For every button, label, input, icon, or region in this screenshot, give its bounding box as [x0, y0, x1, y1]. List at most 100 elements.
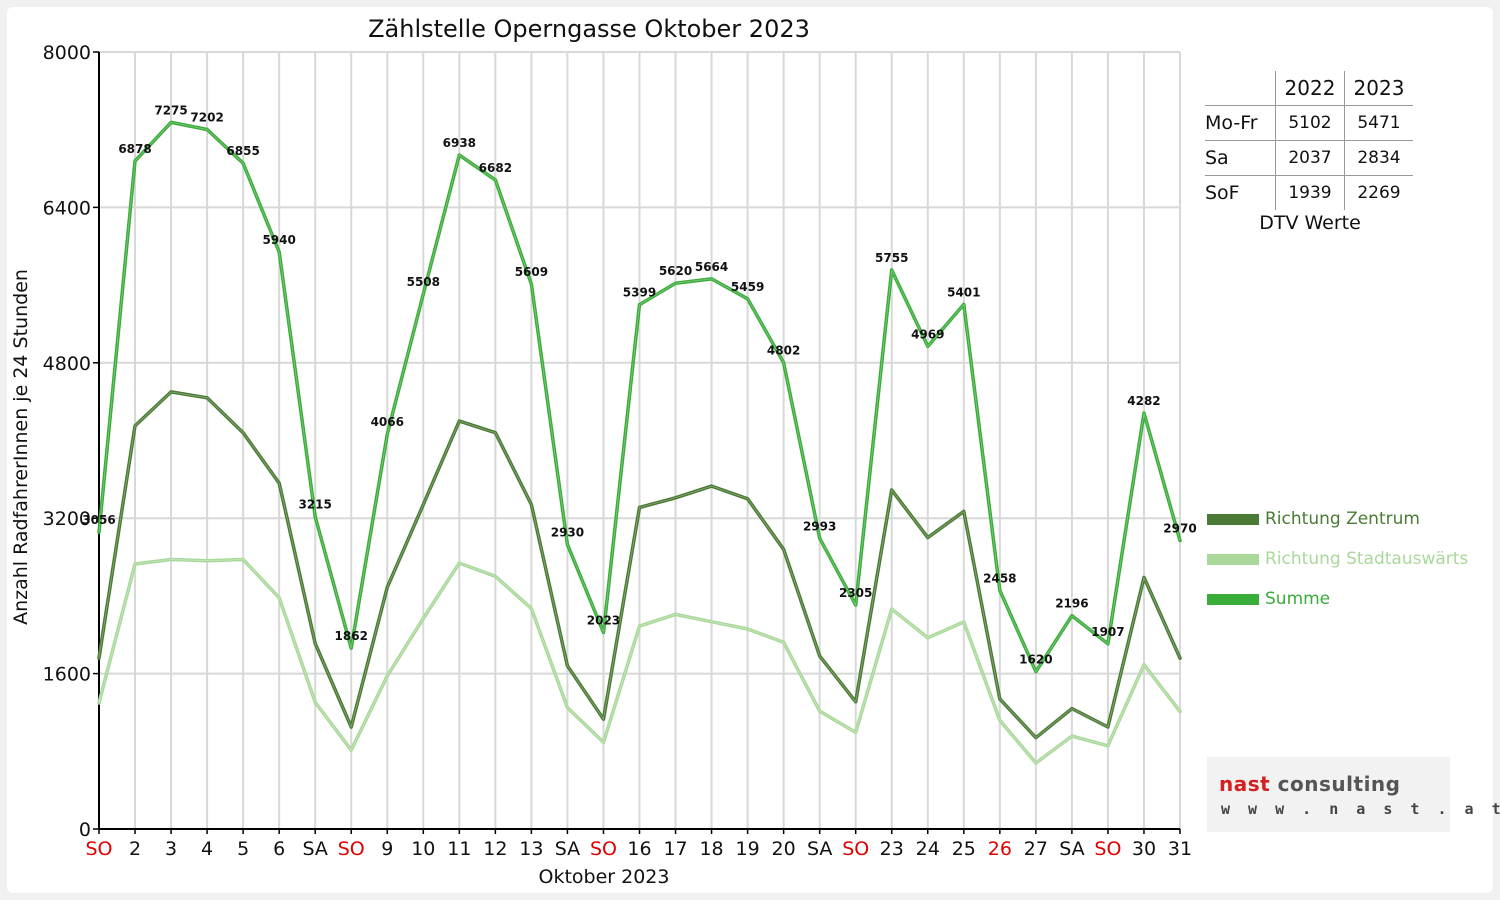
x-tick-label: 19 [736, 838, 760, 860]
x-tick-label: SA [555, 838, 580, 860]
legend-item-zentrum: Richtung Zentrum [1207, 499, 1468, 539]
chart-frame: 0 1600 3200 4800 6400 8000 SO 2 3 4 5 6 SA SO 9 10 11 12 1… [7, 7, 1500, 893]
x-tick-label: 31 [1168, 838, 1192, 860]
legend-swatch-summe [1207, 593, 1259, 605]
x-tick-label: SA [807, 838, 832, 860]
dtv-table: 2022 2023 Mo-Fr 5102 5471 Sa 2037 2834 S… [1205, 71, 1419, 234]
series-line-highlight-summe [98, 122, 1181, 673]
x-tick-label: SO [1094, 838, 1121, 860]
x-tick-label: SA [302, 838, 327, 860]
y-tick-label: 6400 [43, 197, 91, 219]
y-tick-label: 0 [79, 819, 91, 841]
logo-url: w w w . n a s t . a t [1221, 800, 1500, 818]
data-label-summe: 1907 [1091, 625, 1124, 639]
chart-legend: Richtung Zentrum Richtung Stadtauswärts … [1207, 499, 1468, 619]
data-label-summe: 5620 [659, 264, 692, 278]
x-tick-label: 23 [880, 838, 904, 860]
data-label-summe: 2993 [803, 519, 836, 533]
logo-word-consulting: consulting [1277, 772, 1401, 796]
data-label-summe: 6855 [226, 144, 259, 158]
data-label-summe: 7202 [190, 111, 223, 125]
x-tick-label: 4 [201, 838, 213, 860]
data-label-summe: 5755 [875, 251, 908, 265]
x-tick-label: 5 [237, 838, 249, 860]
dtv-row-label-sa: Sa [1205, 140, 1276, 176]
y-tick-label: 3200 [43, 508, 91, 530]
data-label-summe: 4066 [371, 415, 404, 429]
y-tick-label: 4800 [43, 353, 91, 375]
x-tick-label: 26 [988, 838, 1012, 860]
data-label-summe: 5508 [407, 275, 440, 289]
data-label-summe: 1862 [335, 629, 368, 643]
data-label-summe: 5401 [947, 285, 980, 299]
dtv-year-2023: 2023 [1344, 71, 1413, 106]
data-label-summe: 6878 [118, 142, 151, 156]
data-label-summe: 5609 [515, 265, 548, 279]
dtv-caption: DTV Werte [1259, 212, 1361, 234]
x-tick-label: 30 [1132, 838, 1156, 860]
dtv-sof-2022: 1939 [1275, 175, 1345, 210]
data-label-summe: 4802 [767, 344, 800, 358]
y-tick-label: 1600 [43, 664, 91, 686]
logo-wordmark: nast consulting [1219, 772, 1400, 796]
series-line-stadtauswaerts [97, 557, 1182, 765]
legend-label-summe: Summe [1265, 589, 1331, 609]
chart-title: Zählstelle Operngasse Oktober 2023 [368, 15, 810, 43]
series-line-zentrum [97, 390, 1182, 740]
legend-item-stadtauswaerts: Richtung Stadtauswärts [1207, 539, 1468, 579]
dtv-mofr-2023: 5471 [1344, 105, 1413, 141]
dtv-sof-2023: 2269 [1344, 175, 1413, 210]
data-label-summe: 4282 [1127, 394, 1160, 408]
x-tick-label: 27 [1024, 838, 1048, 860]
x-tick-label: 12 [483, 838, 507, 860]
data-label-summe: 2023 [587, 614, 620, 628]
dtv-row-label-mofr: Mo-Fr [1205, 105, 1276, 141]
x-tick-label: 18 [699, 838, 723, 860]
x-tick-label: 25 [952, 838, 976, 860]
legend-item-summe: Summe [1207, 579, 1468, 619]
x-tick-label: 3 [165, 838, 177, 860]
x-tick-label: 2 [129, 838, 141, 860]
x-tick-label: 17 [663, 838, 687, 860]
legend-label-stadtauswaerts: Richtung Stadtauswärts [1265, 549, 1469, 569]
data-label-summe: 7275 [154, 103, 187, 117]
data-label-summe: 5940 [262, 233, 295, 247]
series-line-highlight-zentrum [98, 391, 1181, 739]
x-axis-label: Oktober 2023 [539, 866, 670, 888]
data-label-summe: 5459 [731, 280, 764, 294]
data-label-summe: 6938 [443, 136, 476, 150]
x-tick-label: 20 [772, 838, 796, 860]
dtv-corner [1205, 71, 1276, 106]
data-label-summe: 2305 [839, 586, 872, 600]
dtv-mofr-2022: 5102 [1275, 105, 1345, 141]
data-label-summe: 6682 [479, 161, 512, 175]
dtv-year-2022: 2022 [1275, 71, 1345, 106]
x-tick-label: 10 [411, 838, 435, 860]
data-label-summe: 2458 [983, 571, 1016, 585]
data-label-summe: 1620 [1019, 653, 1052, 667]
x-tick-label: SO [842, 838, 869, 860]
x-tick-label: SA [1059, 838, 1084, 860]
x-tick-label: 24 [916, 838, 940, 860]
data-label-summe: 5399 [623, 286, 656, 300]
legend-swatch-stadtauswaerts [1207, 553, 1259, 565]
y-axis-label: Anzahl RadfahrerInnen je 24 Stunden [10, 269, 32, 625]
x-tick-label: 16 [627, 838, 651, 860]
dtv-sa-2022: 2037 [1275, 140, 1345, 176]
x-tick-label: 11 [447, 838, 471, 860]
data-label-summe: 2930 [551, 525, 584, 539]
legend-swatch-zentrum [1207, 513, 1259, 525]
series-line-highlight-stadtauswaerts [98, 559, 1181, 764]
x-tick-label: 13 [519, 838, 543, 860]
series-line-summe [97, 120, 1182, 674]
data-label-summe: 3215 [298, 498, 331, 512]
dtv-sa-2023: 2834 [1344, 140, 1413, 176]
data-label-summe: 4969 [911, 327, 944, 341]
y-tick-label: 8000 [43, 42, 91, 64]
data-label-summe: 5664 [695, 260, 728, 274]
x-tick-label: 9 [381, 838, 393, 860]
x-tick-label: 6 [273, 838, 285, 860]
x-tick-label: SO [338, 838, 365, 860]
legend-label-zentrum: Richtung Zentrum [1265, 509, 1420, 529]
